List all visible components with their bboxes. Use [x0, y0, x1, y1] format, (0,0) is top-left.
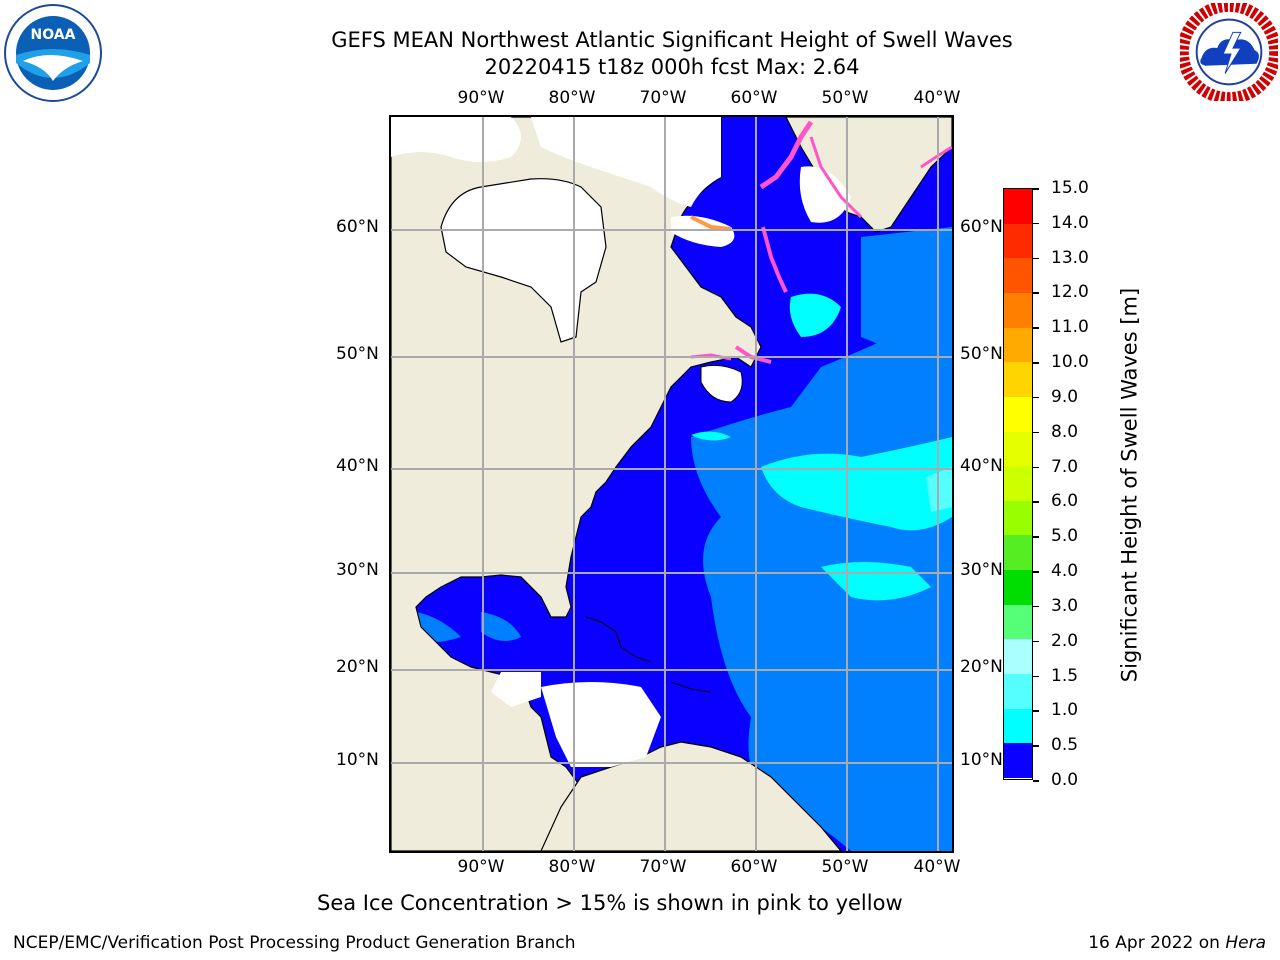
swell-height-map — [389, 115, 954, 853]
colorbar-segment — [1004, 292, 1032, 329]
footer-date-text: 16 Apr 2022 on — [1088, 933, 1226, 953]
colorbar-segment — [1004, 535, 1032, 571]
colorbar-segment — [1004, 674, 1032, 710]
lon-label-top: 80°W — [548, 88, 596, 108]
lon-label-bottom: 90°W — [457, 857, 505, 877]
colorbar-segment — [1004, 500, 1032, 536]
lon-label-top: 50°W — [821, 88, 869, 108]
lat-label-left: 30°N — [336, 560, 379, 580]
colorbar-tick-label: 6.0 — [1033, 493, 1078, 510]
lat-label-right: 50°N — [960, 344, 1003, 364]
lon-label-bottom: 60°W — [730, 857, 778, 877]
colorbar-segment — [1004, 708, 1032, 744]
colorbar-segment — [1004, 258, 1032, 294]
colorbar-tick-label: 0.5 — [1033, 737, 1078, 754]
colorbar-segment — [1004, 604, 1032, 640]
colorbar-tick-label: 11.0 — [1033, 319, 1089, 336]
sea-ice-caption: Sea Ice Concentration > 15% is shown in … — [317, 891, 903, 915]
colorbar — [1003, 188, 1033, 780]
chart-subtitle: 20220415 t18z 000h fcst Max: 2.64 — [484, 55, 860, 79]
lat-label-left: 40°N — [336, 456, 379, 476]
colorbar-tick-label: 1.5 — [1033, 667, 1078, 685]
colorbar-tick-label: 5.0 — [1033, 528, 1078, 545]
colorbar-segment — [1004, 570, 1032, 606]
colorbar-tick-label: 9.0 — [1033, 388, 1078, 406]
lon-label-bottom: 40°W — [913, 857, 961, 877]
colorbar-tick-label: 3.0 — [1033, 597, 1078, 615]
colorbar-segment — [1004, 743, 1032, 779]
lon-label-top: 70°W — [639, 88, 687, 108]
lon-label-top: 60°W — [730, 88, 778, 108]
colorbar-tick-label: 12.0 — [1033, 284, 1089, 301]
lat-label-right: 40°N — [960, 456, 1003, 476]
footer-machine: Hera — [1225, 933, 1266, 953]
lon-label-top: 40°W — [913, 88, 961, 108]
colorbar-tick-label: 13.0 — [1033, 249, 1089, 267]
lat-label-right: 60°N — [960, 217, 1003, 237]
colorbar-segment — [1004, 327, 1032, 363]
noaa-logo: NOAA — [3, 3, 103, 103]
colorbar-tick-label: 7.0 — [1033, 458, 1078, 476]
lon-label-bottom: 50°W — [821, 857, 869, 877]
colorbar-segment — [1004, 396, 1032, 433]
colorbar-tick-label: 10.0 — [1033, 354, 1089, 371]
svg-text:NOAA: NOAA — [31, 27, 76, 43]
colorbar-label: Significant Height of Swell Waves [m] — [1117, 287, 1142, 683]
colorbar-tick-label: 15.0 — [1033, 180, 1089, 197]
colorbar-tick-label: 2.0 — [1033, 632, 1078, 650]
lat-label-right: 30°N — [960, 560, 1003, 580]
colorbar-tick-label: 1.0 — [1033, 702, 1078, 719]
footer-producer: NCEP/EMC/Verification Post Processing Pr… — [13, 933, 576, 953]
colorbar-segment — [1004, 639, 1032, 675]
colorbar-tick-label: 14.0 — [1033, 214, 1089, 232]
colorbar-segment — [1004, 466, 1032, 502]
nws-logo — [1180, 3, 1278, 101]
colorbar-tick-label: 0.0 — [1033, 772, 1078, 789]
chart-title: GEFS MEAN Northwest Atlantic Significant… — [331, 28, 1013, 52]
footer-date: 16 Apr 2022 on Hera — [1088, 933, 1266, 953]
colorbar-tick-label: 4.0 — [1033, 563, 1078, 580]
lon-label-bottom: 70°W — [639, 857, 687, 877]
lat-label-left: 60°N — [336, 217, 379, 237]
colorbar-segment — [1004, 189, 1032, 225]
lat-label-left: 10°N — [336, 750, 379, 770]
colorbar-tick-label: 8.0 — [1033, 423, 1078, 441]
lon-label-bottom: 80°W — [548, 857, 596, 877]
colorbar-segment — [1004, 431, 1032, 467]
lat-label-right: 20°N — [960, 657, 1003, 677]
colorbar-segment — [1004, 362, 1032, 398]
lat-label-left: 20°N — [336, 657, 379, 677]
lat-label-right: 10°N — [960, 750, 1003, 770]
lat-label-left: 50°N — [336, 344, 379, 364]
colorbar-segment — [1004, 223, 1032, 259]
lon-label-top: 90°W — [457, 88, 505, 108]
